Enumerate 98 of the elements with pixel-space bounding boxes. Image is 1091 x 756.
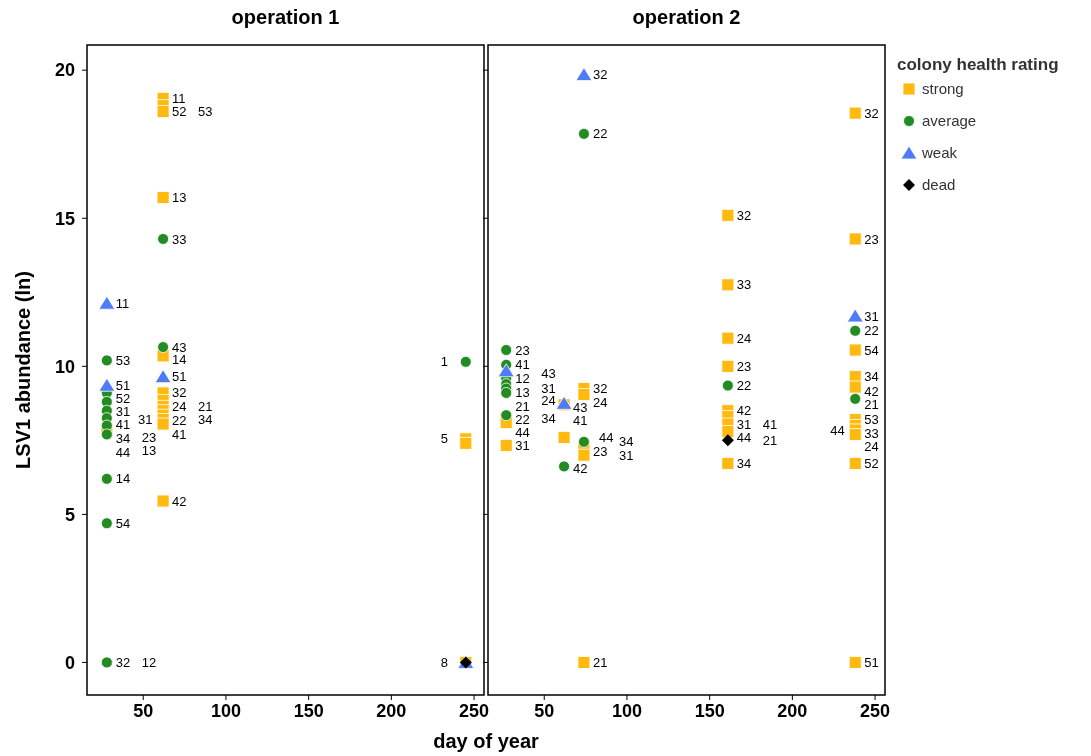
x-axis-title: day of year	[433, 730, 540, 752]
y-tick-label: 0	[64, 652, 75, 673]
annotation: 31	[618, 447, 634, 463]
annotation: 41	[172, 426, 187, 442]
annotation: 22	[592, 126, 608, 142]
annotation: 32	[592, 67, 608, 83]
chart-title: operation 2	[632, 6, 741, 28]
annotation: 44	[115, 444, 131, 460]
annotation: 44	[599, 429, 614, 445]
annotation: 23	[736, 358, 752, 374]
y-tick-label: 15	[54, 208, 75, 229]
annotation: 52	[172, 104, 187, 120]
annotation: 23	[515, 342, 530, 358]
annotation: 44	[830, 422, 845, 438]
annotation: 14	[172, 352, 187, 368]
annotation: 42	[573, 460, 588, 476]
annotation: 22	[736, 378, 752, 394]
chart-title: operation 1	[231, 6, 340, 28]
annotation: 43	[541, 366, 556, 382]
annotation: 54	[864, 342, 879, 358]
annotation: 31	[138, 412, 153, 428]
annotation: 13	[515, 384, 530, 400]
annotation: 21	[592, 654, 608, 670]
annotation: 24	[172, 398, 187, 414]
annotation: 31	[541, 380, 556, 396]
legend-label: average	[922, 112, 977, 130]
annotation: 53	[198, 104, 213, 120]
annotation: 23	[592, 444, 608, 460]
annotation: 43	[573, 399, 588, 415]
annotation: 1	[440, 354, 449, 370]
annotation: 34	[541, 410, 556, 426]
annotation: 34	[618, 434, 634, 450]
annotation: 42	[864, 383, 879, 399]
y-tick-label: 20	[54, 60, 75, 81]
annotation: 43	[172, 339, 187, 355]
annotation: 51	[115, 377, 131, 393]
annotation: 5	[440, 431, 449, 447]
annotation: 21	[198, 398, 213, 414]
x-tick-label: 200	[777, 701, 808, 721]
annotation: 33	[736, 277, 752, 293]
annotation: 13	[172, 190, 187, 206]
annotation: 32	[736, 207, 752, 223]
annotation: 42	[172, 493, 187, 509]
legend-title: colony health rating	[897, 55, 1059, 74]
annotation: 24	[736, 330, 752, 346]
annotation: 54	[115, 515, 131, 531]
x-tick-label: 50	[133, 701, 154, 721]
annotation: 41	[515, 357, 530, 373]
x-tick-label: 150	[694, 701, 725, 721]
annotation: 32	[592, 381, 608, 397]
annotation: 52	[864, 455, 879, 471]
annotation: 12	[515, 371, 530, 387]
annotation: 44	[736, 430, 752, 445]
annotation: 52	[115, 391, 131, 407]
y-tick-label: 10	[54, 356, 75, 377]
annotation: 41	[115, 417, 131, 433]
legend-label: weak	[921, 144, 958, 162]
annotation: 41	[573, 413, 588, 429]
y-axis-title: LSV1 abundance (ln)	[12, 271, 34, 469]
y-tick-label: 5	[64, 504, 75, 525]
annotation: 34	[198, 411, 213, 427]
annotation: 33	[172, 231, 187, 247]
annotation: 21	[864, 397, 879, 413]
annotation: 31	[115, 404, 131, 420]
annotation: 12	[141, 654, 157, 670]
annotation: 8	[440, 654, 449, 670]
legend-label: dead	[922, 176, 956, 194]
annotation: 31	[864, 308, 879, 324]
annotation: 24	[541, 393, 556, 409]
annotation: 34	[864, 369, 879, 385]
annotation: 51	[172, 369, 187, 385]
x-tick-label: 250	[459, 701, 490, 721]
x-tick-label: 100	[210, 701, 241, 721]
annotation: 21	[762, 432, 778, 448]
annotation: 51	[864, 654, 879, 670]
annotation: 23	[864, 231, 879, 247]
x-tick-label: 50	[534, 701, 555, 721]
annotation: 53	[115, 352, 131, 368]
x-tick-label: 150	[293, 701, 324, 721]
annotation: 24	[592, 394, 608, 410]
annotation: 14	[115, 471, 131, 487]
annotation: 11	[172, 90, 186, 106]
annotation: 22	[172, 413, 187, 429]
annotation: 32	[115, 654, 131, 670]
annotation: 34	[736, 455, 752, 471]
annotation: 32	[864, 105, 879, 121]
annotation: 34	[115, 430, 131, 446]
annotation: 53	[864, 412, 879, 428]
annotation: 42	[736, 403, 752, 419]
x-tick-label: 100	[611, 701, 642, 721]
annotation: 11	[115, 295, 130, 311]
legend-label: strong	[922, 80, 964, 98]
annotation: 32	[172, 385, 187, 401]
annotation: 41	[762, 416, 778, 432]
x-tick-label: 200	[376, 701, 407, 721]
x-tick-label: 250	[860, 701, 891, 721]
annotation: 22	[864, 323, 879, 339]
annotation: 31	[736, 417, 752, 433]
